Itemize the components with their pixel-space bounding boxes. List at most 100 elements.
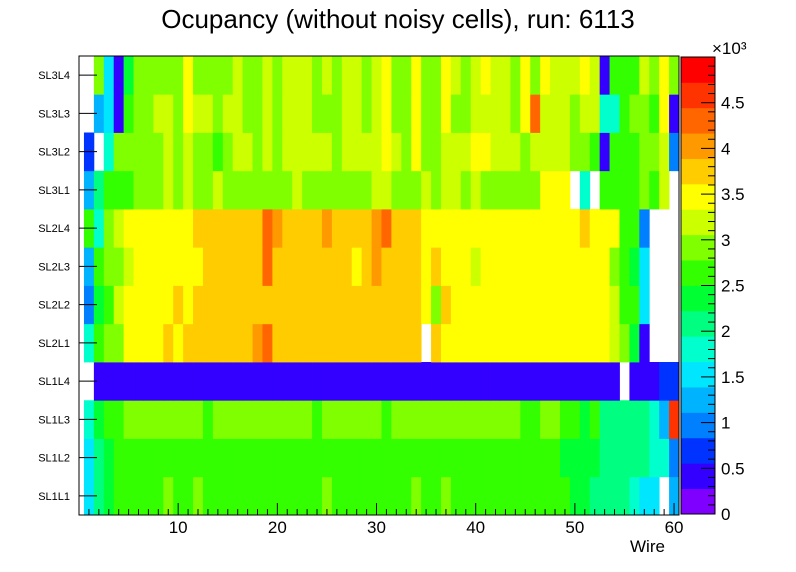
heatmap-cell: [490, 170, 501, 210]
heatmap-cell: [609, 94, 620, 133]
heatmap-cell: [411, 247, 422, 286]
x-tick-label: 20: [268, 518, 287, 537]
heatmap-cell: [480, 247, 491, 286]
heatmap-cell: [411, 209, 422, 248]
heatmap-cell: [480, 56, 491, 95]
heatmap-cell: [589, 56, 601, 95]
heatmap-cell: [153, 56, 164, 95]
heatmap-cell: [232, 132, 244, 172]
heatmap-cell: [490, 209, 501, 248]
heatmap-cell: [480, 132, 491, 172]
heatmap-cell: [371, 56, 382, 95]
heatmap-cell: [292, 209, 303, 248]
x-tick-label: 10: [169, 518, 188, 537]
heatmap-cell: [639, 94, 650, 133]
heatmap-cell: [341, 476, 353, 516]
heatmap-cell: [669, 94, 680, 133]
heatmap-cell: [163, 362, 174, 401]
heatmap-cell: [490, 400, 501, 439]
heatmap-cell: [113, 247, 125, 286]
heatmap-cell: [272, 323, 283, 363]
heatmap-cell: [550, 323, 561, 363]
heatmap-cell: [272, 362, 283, 401]
heatmap-cell: [500, 170, 511, 210]
heatmap-cell: [609, 132, 620, 172]
heatmap-cell: [321, 170, 333, 210]
heatmap-cell: [440, 362, 452, 401]
heatmap-cell: [629, 476, 640, 516]
heatmap-cell: [262, 476, 273, 516]
heatmap-cell: [440, 56, 452, 95]
heatmap-cell: [222, 323, 234, 363]
heatmap-cell: [193, 209, 204, 248]
heatmap-cell: [460, 438, 472, 478]
heatmap-cell: [183, 476, 194, 516]
heatmap-cell: [540, 170, 551, 210]
heatmap-cell: [530, 209, 541, 248]
heatmap-cell: [143, 132, 154, 172]
heatmap-cell: [143, 170, 154, 210]
heatmap-cell: [153, 170, 164, 210]
heatmap-cell: [212, 362, 224, 401]
heatmap-cell: [381, 438, 392, 478]
heatmap-cell: [183, 438, 194, 478]
heatmap-cell: [331, 56, 343, 95]
heatmap-cell: [153, 476, 164, 516]
heatmap-cell: [579, 132, 591, 172]
heatmap-cell: [272, 94, 283, 133]
heatmap-cell: [331, 438, 343, 478]
heatmap-cell: [123, 247, 134, 286]
heatmap-cell: [559, 94, 571, 133]
heatmap-cell: [312, 362, 323, 401]
heatmap-cell: [202, 170, 214, 210]
heatmap-cell: [520, 362, 531, 401]
heatmap-cell: [421, 438, 432, 478]
heatmap-cell: [163, 323, 174, 363]
heatmap-cell: [659, 438, 670, 478]
heatmap-cell: [361, 362, 372, 401]
heatmap-cell: [550, 362, 561, 401]
heatmap-cell: [93, 362, 105, 401]
heatmap-cell: [272, 170, 283, 210]
heatmap-cell: [421, 362, 432, 401]
heatmap-cell: [480, 438, 491, 478]
heatmap-cell: [470, 132, 482, 172]
heatmap-cell: [619, 132, 630, 172]
heatmap-cell: [421, 476, 432, 516]
heatmap-cell: [222, 56, 234, 95]
heatmap-cell: [569, 476, 581, 516]
heatmap-cell: [669, 438, 680, 478]
heatmap-cell: [540, 247, 551, 286]
heatmap-cell: [341, 362, 353, 401]
heatmap-cell: [510, 438, 521, 478]
heatmap-cell: [490, 132, 501, 172]
heatmap-cell: [123, 170, 134, 210]
heatmap-cell: [629, 94, 640, 133]
heatmap-cell: [579, 94, 591, 133]
heatmap-cell: [440, 438, 452, 478]
heatmap-cell: [93, 438, 105, 478]
heatmap-cell: [550, 209, 561, 248]
palette-band: [681, 209, 715, 236]
heatmap-cell: [470, 323, 482, 363]
heatmap-cell: [143, 285, 154, 325]
heatmap-cell: [381, 94, 392, 133]
heatmap-cell: [361, 56, 372, 95]
heatmap-cell: [579, 323, 591, 363]
heatmap-cell: [450, 476, 462, 516]
heatmap-cell: [391, 247, 402, 286]
heatmap-cell: [520, 400, 531, 439]
heatmap-cell: [530, 56, 541, 95]
heatmap-cell: [173, 56, 184, 95]
heatmap-cell: [391, 400, 402, 439]
heatmap-cell: [609, 56, 620, 95]
heatmap-cell: [321, 323, 333, 363]
heatmap-cell: [480, 209, 491, 248]
heatmap-cell: [639, 438, 650, 478]
heatmap-cell: [391, 476, 402, 516]
heatmap-cell: [321, 285, 333, 325]
heatmap-cell: [470, 209, 482, 248]
heatmap-cell: [599, 285, 610, 325]
heatmap-cell: [470, 476, 482, 516]
heatmap-cell: [510, 476, 521, 516]
